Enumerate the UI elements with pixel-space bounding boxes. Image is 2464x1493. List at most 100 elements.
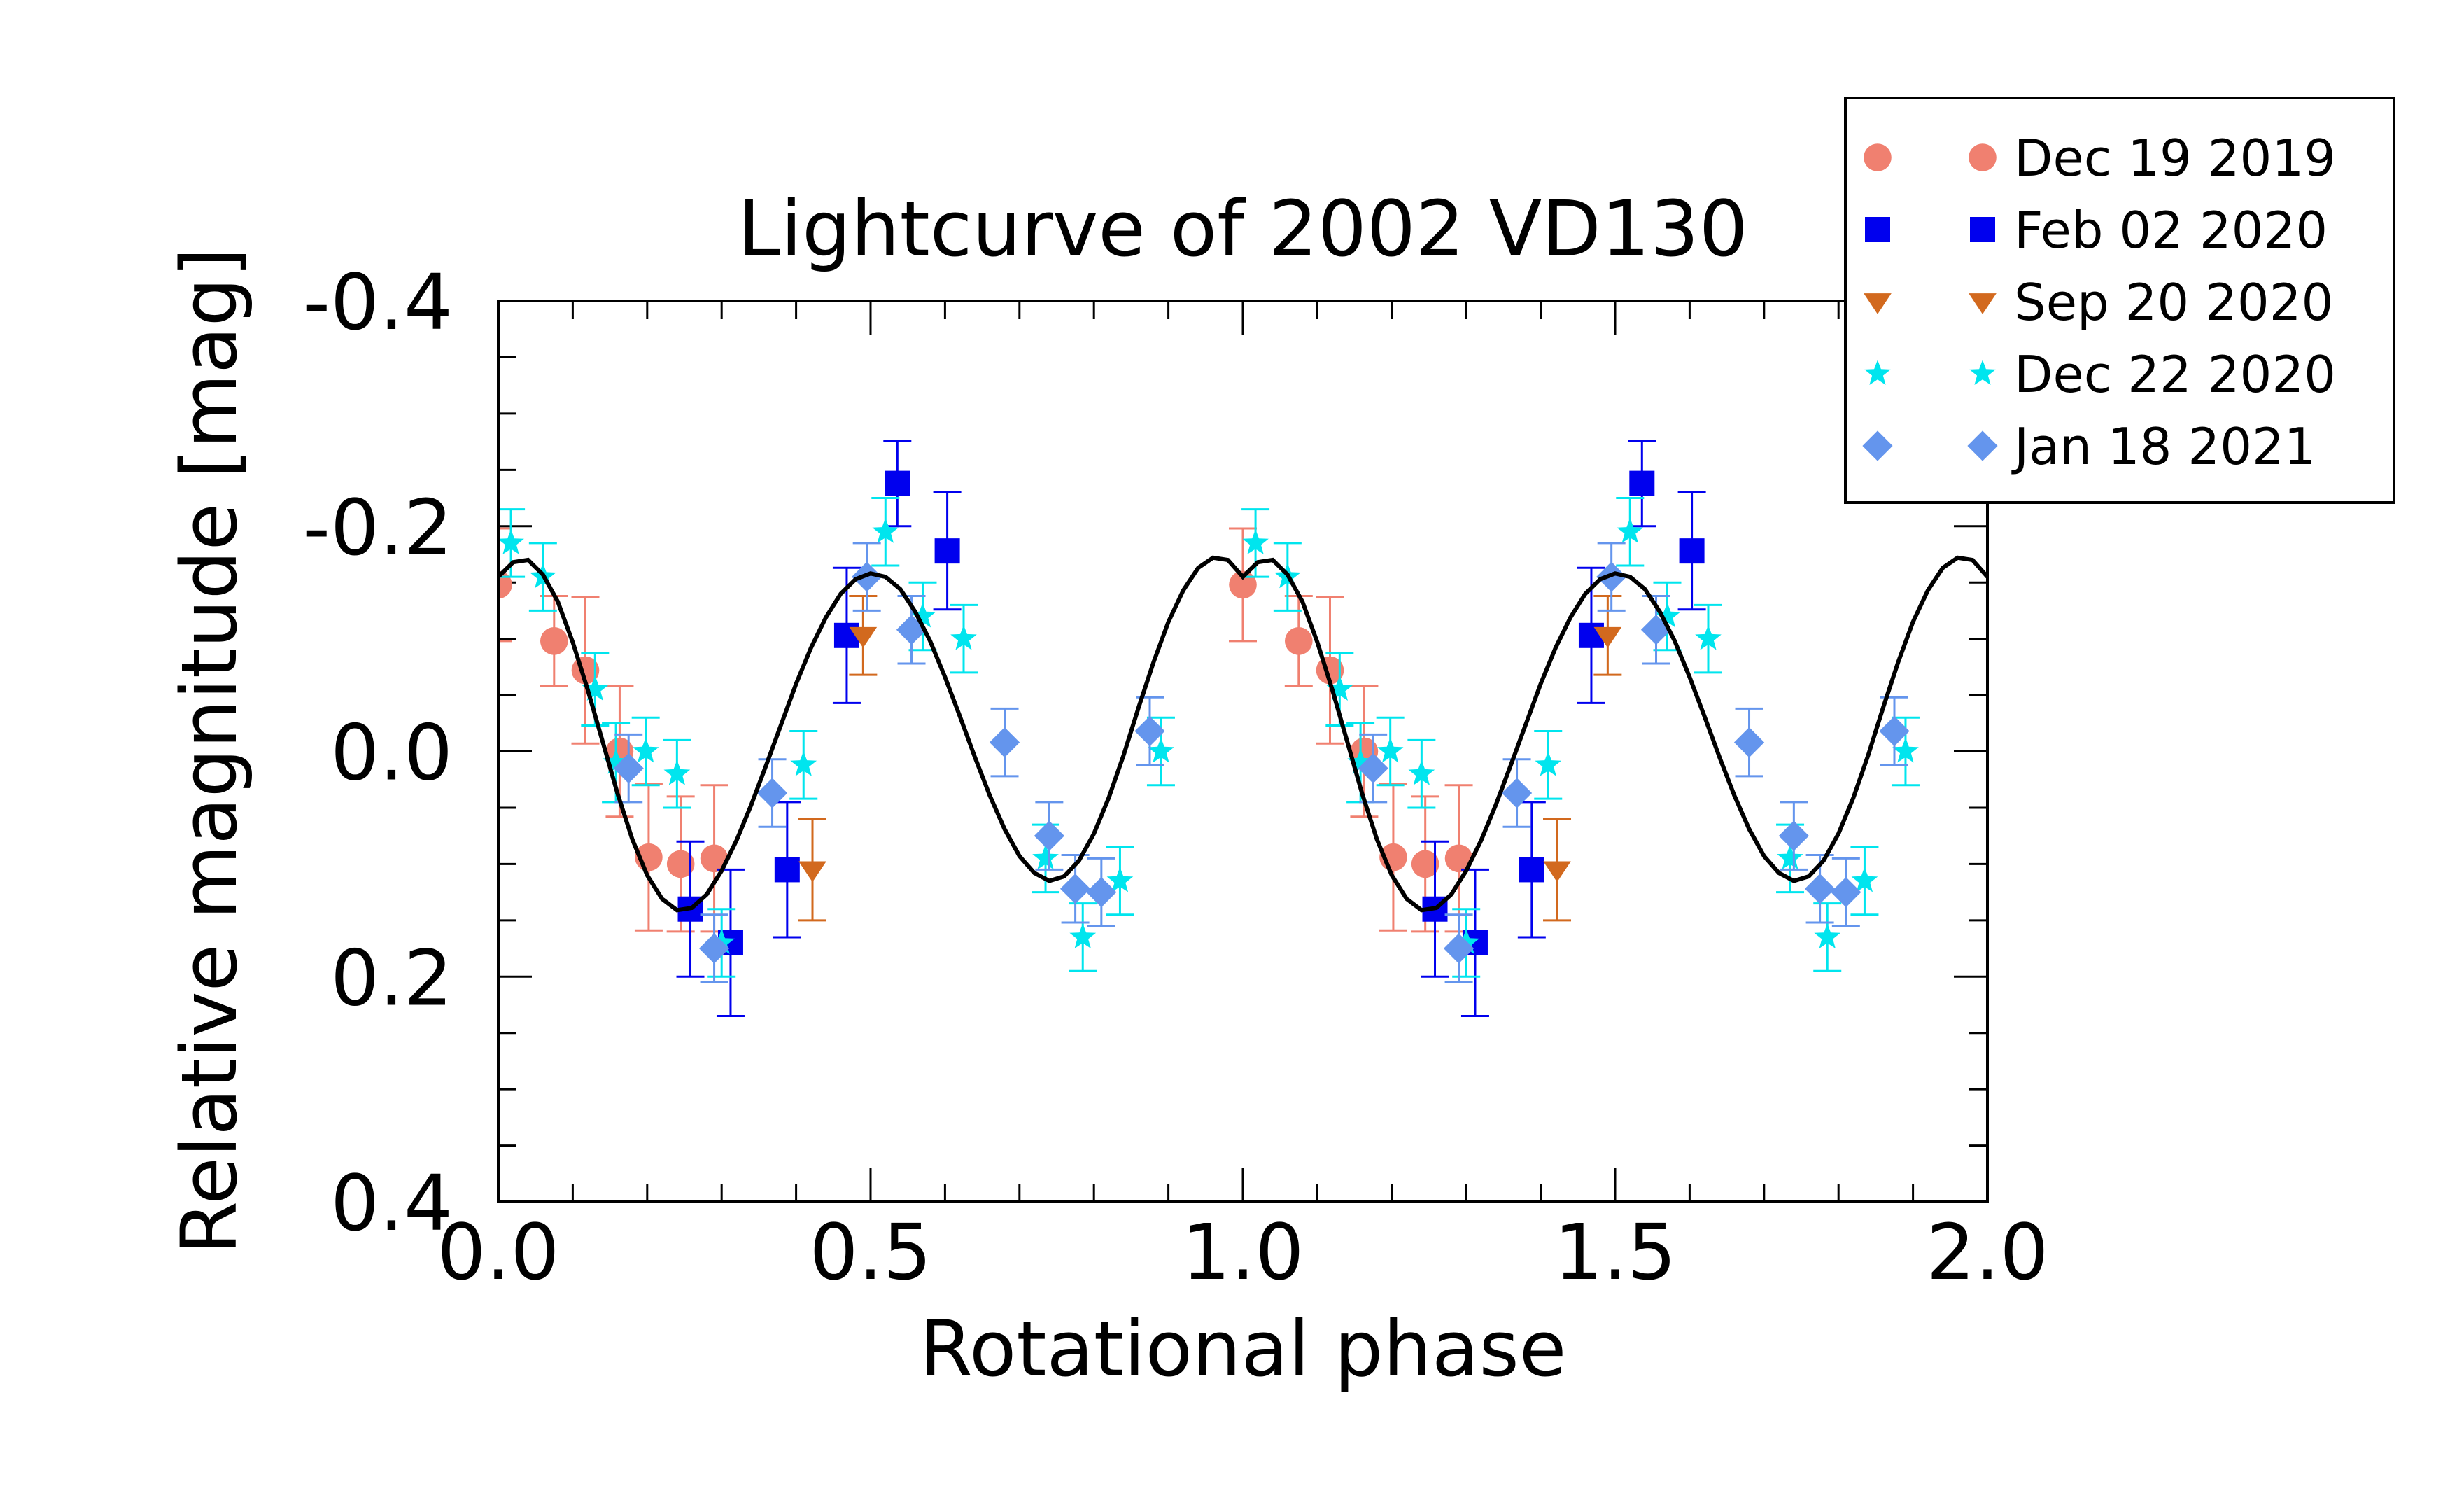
series-feb-02-2020 (676, 439, 1706, 1018)
data-point (774, 857, 800, 883)
data-point (1358, 753, 1388, 784)
data-point (1535, 751, 1562, 776)
data-point (582, 675, 609, 701)
data-point (1242, 529, 1269, 554)
chart-title: Lightcurve of 2002 VD130 (738, 184, 1747, 274)
data-point (1733, 727, 1765, 758)
legend-marker (1969, 360, 1996, 385)
data-point (1069, 923, 1097, 948)
x-tick-label: 2.0 (1927, 1207, 2049, 1297)
legend-marker (1862, 430, 1893, 461)
data-point (1034, 820, 1064, 851)
series-dec-22-2020 (498, 497, 1920, 978)
data-point (613, 753, 644, 784)
data-point (1654, 602, 1681, 628)
legend-marker (1865, 217, 1890, 242)
data-point (1444, 844, 1473, 873)
y-tick-labels: -0.4 -0.2 0.0 0.2 0.4 (302, 258, 453, 1248)
y-tick-label: 0.0 (330, 708, 453, 798)
y-axis-label: Relative magnitude [mag] (164, 248, 254, 1255)
legend-entry: Dec 19 2019 (1864, 129, 2336, 188)
legend-entry: Dec 22 2020 (1864, 345, 2336, 404)
data-point (1543, 861, 1571, 883)
data-point (1519, 857, 1544, 883)
data-point (632, 737, 659, 763)
legend-marker (1969, 143, 1997, 171)
data-point (798, 861, 826, 883)
data-point (1377, 737, 1404, 763)
data-point (1347, 748, 1374, 774)
data-point (1778, 820, 1809, 851)
legend-marker (1970, 217, 1995, 242)
data-point (849, 626, 878, 648)
data-point (1086, 876, 1117, 908)
y-tick-label: -0.2 (302, 483, 453, 573)
data-point (1443, 933, 1474, 964)
fit-curve (498, 555, 1987, 913)
legend: Dec 19 2019 Feb 02 2020 Sep 20 2020 Dec 22 … (1844, 97, 2395, 504)
x-tick-label: 0.5 (810, 1207, 932, 1297)
axis-ticks (497, 300, 1989, 1203)
data-point (790, 751, 817, 776)
legend-marker (1864, 360, 1891, 385)
data-point (1593, 626, 1622, 648)
data-point (1892, 737, 1919, 763)
legend-marker (1967, 430, 1998, 461)
data-point (872, 518, 899, 543)
data-point (1831, 876, 1861, 908)
data-point (1285, 627, 1313, 655)
series-sep-20-2020 (798, 594, 1622, 922)
series-dec-19-2019 (498, 527, 1473, 933)
data-point (1411, 850, 1439, 878)
data-point (950, 624, 977, 650)
data-point (1879, 715, 1910, 747)
data-point (1326, 675, 1353, 701)
data-point (909, 602, 936, 628)
data-point (603, 748, 629, 774)
y-tick-label: 0.2 (330, 933, 453, 1023)
data-series (498, 439, 1920, 1018)
legend-entry: Jan 18 2021 (1862, 417, 2316, 476)
data-point (540, 627, 568, 655)
data-point (698, 933, 730, 964)
data-point (1695, 624, 1722, 650)
legend-marker (1864, 143, 1892, 171)
data-point (498, 529, 524, 554)
legend-label: Sep 20 2020 (2014, 273, 2333, 332)
data-point (934, 538, 960, 564)
x-tick-labels: 0.0 0.5 1.0 1.5 2.0 (437, 1207, 2049, 1297)
data-point (1408, 759, 1435, 785)
y-tick-label: 0.4 (330, 1158, 453, 1248)
data-point (1679, 538, 1705, 564)
data-point (1851, 867, 1878, 892)
legend-label: Feb 02 2020 (2014, 201, 2328, 260)
data-point (896, 615, 927, 645)
data-point (1777, 844, 1803, 870)
data-point (666, 850, 695, 878)
data-point (1629, 470, 1655, 496)
legend-marker (1969, 293, 1997, 314)
data-point (663, 759, 691, 785)
legend-label: Jan 18 2021 (2011, 417, 2316, 476)
data-point (1106, 867, 1134, 892)
legend-marker (1864, 293, 1892, 314)
x-tick-label: 1.5 (1554, 1207, 1677, 1297)
x-tick-label: 1.0 (1182, 1207, 1304, 1297)
x-tick-label: 0.0 (437, 1207, 560, 1297)
data-point (989, 727, 1020, 758)
data-point (1814, 923, 1841, 948)
legend-box (1844, 97, 2395, 504)
data-point (1060, 874, 1091, 904)
x-axis-label: Rotational phase (920, 1304, 1567, 1394)
data-point (1032, 844, 1059, 870)
data-point (1805, 874, 1836, 904)
legend-entries: Dec 19 2019 Feb 02 2020 Sep 20 2020 Dec 22 … (1862, 129, 2336, 476)
data-point (1617, 518, 1644, 543)
legend-entry: Feb 02 2020 (1865, 201, 2328, 260)
y-tick-label: -0.4 (302, 258, 453, 347)
data-point (1148, 737, 1174, 763)
data-point (1501, 778, 1533, 808)
data-point (1134, 715, 1165, 747)
legend-label: Dec 22 2020 (2014, 345, 2336, 404)
